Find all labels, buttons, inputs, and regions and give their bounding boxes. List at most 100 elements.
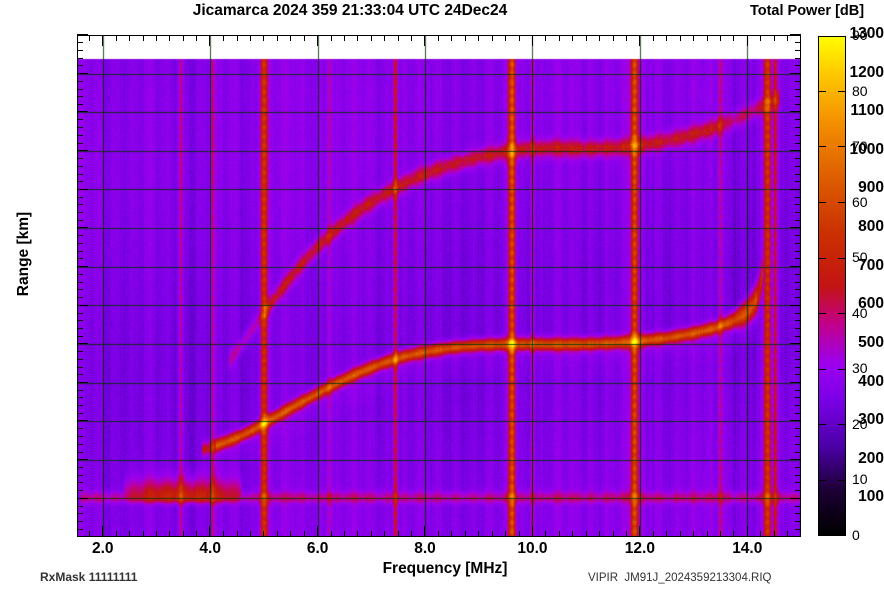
y-tick-minor bbox=[795, 436, 801, 438]
colorbar-tick-label: 0 bbox=[852, 527, 860, 543]
colorbar-tick bbox=[838, 146, 846, 148]
y-tick-major bbox=[790, 227, 801, 229]
y-tick-minor bbox=[795, 42, 801, 44]
colorbar-tick-label: 80 bbox=[852, 82, 868, 99]
colorbar-tick bbox=[838, 424, 846, 426]
x-tick-minor bbox=[464, 531, 466, 537]
x-tick-minor bbox=[652, 531, 654, 537]
x-tick-minor bbox=[451, 35, 453, 41]
x-tick-minor bbox=[585, 531, 587, 537]
x-tick-major bbox=[316, 526, 318, 537]
x-tick-minor bbox=[330, 35, 332, 41]
x-tick-minor bbox=[679, 531, 681, 537]
colorbar-tick bbox=[818, 479, 826, 481]
y-tick-minor bbox=[795, 443, 801, 445]
colorbar-frame bbox=[818, 36, 846, 536]
x-tick-minor bbox=[505, 531, 507, 537]
x-tick-minor bbox=[169, 531, 171, 537]
y-tick-minor bbox=[795, 57, 801, 59]
y-tick-minor bbox=[795, 320, 801, 322]
y-tick-minor bbox=[795, 374, 801, 376]
y-tick-minor bbox=[795, 335, 801, 337]
x-tick-minor bbox=[249, 531, 251, 537]
y-tick-major bbox=[77, 34, 88, 36]
y-tick-minor bbox=[795, 204, 801, 206]
x-tick-major bbox=[316, 35, 318, 46]
y-tick-minor bbox=[795, 490, 801, 492]
y-tick-minor bbox=[77, 119, 83, 121]
y-tick-minor bbox=[77, 528, 83, 530]
y-tick-major bbox=[790, 497, 801, 499]
x-tick-label: 8.0 bbox=[414, 540, 436, 557]
x-tick-minor bbox=[451, 531, 453, 537]
x-tick-minor bbox=[706, 531, 708, 537]
y-tick-minor bbox=[795, 327, 801, 329]
y-tick-minor bbox=[795, 243, 801, 245]
x-tick-minor bbox=[572, 531, 574, 537]
y-tick-minor bbox=[77, 297, 83, 299]
x-tick-minor bbox=[693, 531, 695, 537]
x-tick-minor bbox=[478, 531, 480, 537]
x-tick-minor bbox=[155, 35, 157, 41]
y-tick-minor bbox=[77, 397, 83, 399]
y-tick-label: 700 bbox=[858, 256, 884, 274]
colorbar-tick bbox=[818, 257, 826, 259]
y-tick-minor bbox=[77, 436, 83, 438]
x-tick-minor bbox=[478, 35, 480, 41]
y-tick-minor bbox=[77, 273, 83, 275]
colorbar-tick-label: 90 bbox=[852, 27, 868, 43]
y-tick-minor bbox=[795, 474, 801, 476]
x-tick-minor bbox=[397, 35, 399, 41]
x-tick-minor bbox=[411, 35, 413, 41]
y-tick-label: 1300 bbox=[849, 25, 884, 42]
y-tick-minor bbox=[77, 366, 83, 368]
y-tick-label: 1000 bbox=[849, 140, 884, 158]
x-tick-major bbox=[531, 526, 533, 537]
x-tick-minor bbox=[115, 35, 117, 41]
colorbar-tick-label: 30 bbox=[852, 360, 868, 377]
x-tick-label: 4.0 bbox=[199, 540, 221, 557]
x-tick-label: 10.0 bbox=[517, 540, 548, 557]
x-tick-minor bbox=[773, 35, 775, 41]
x-tick-minor bbox=[370, 531, 372, 537]
x-tick-minor bbox=[182, 35, 184, 41]
x-tick-minor bbox=[679, 35, 681, 41]
y-tick-label: 1200 bbox=[849, 63, 884, 81]
x-tick-minor bbox=[599, 531, 601, 537]
colorbar-tick bbox=[818, 313, 826, 315]
y-tick-minor bbox=[77, 158, 83, 160]
y-tick-major bbox=[77, 227, 88, 229]
x-tick-minor bbox=[585, 35, 587, 41]
x-tick-minor bbox=[290, 35, 292, 41]
y-tick-minor bbox=[795, 127, 801, 129]
y-tick-minor bbox=[77, 320, 83, 322]
colorbar-tick bbox=[838, 201, 846, 203]
x-tick-minor bbox=[223, 35, 225, 41]
x-tick-major bbox=[102, 526, 104, 537]
y-tick-minor bbox=[77, 165, 83, 167]
y-tick-minor bbox=[77, 212, 83, 214]
y-tick-minor bbox=[795, 173, 801, 175]
x-tick-major bbox=[639, 526, 641, 537]
x-tick-minor bbox=[572, 35, 574, 41]
x-tick-minor bbox=[652, 35, 654, 41]
x-tick-minor bbox=[370, 35, 372, 41]
colorbar-tick bbox=[818, 368, 826, 370]
y-tick-minor bbox=[795, 49, 801, 51]
y-tick-minor bbox=[77, 181, 83, 183]
y-tick-minor bbox=[795, 80, 801, 82]
y-tick-minor bbox=[795, 312, 801, 314]
x-tick-minor bbox=[787, 35, 789, 41]
colorbar-tick-label: 50 bbox=[852, 249, 868, 266]
y-tick-minor bbox=[77, 258, 83, 260]
y-tick-minor bbox=[77, 88, 83, 90]
x-tick-minor bbox=[773, 531, 775, 537]
x-axis-label: Frequency [MHz] bbox=[382, 560, 508, 577]
y-tick-minor bbox=[77, 142, 83, 144]
y-tick-minor bbox=[77, 42, 83, 44]
x-tick-minor bbox=[88, 35, 90, 41]
y-tick-major bbox=[790, 72, 801, 74]
y-tick-minor bbox=[77, 281, 83, 283]
colorbar-tick bbox=[838, 368, 846, 370]
y-tick-minor bbox=[795, 235, 801, 237]
